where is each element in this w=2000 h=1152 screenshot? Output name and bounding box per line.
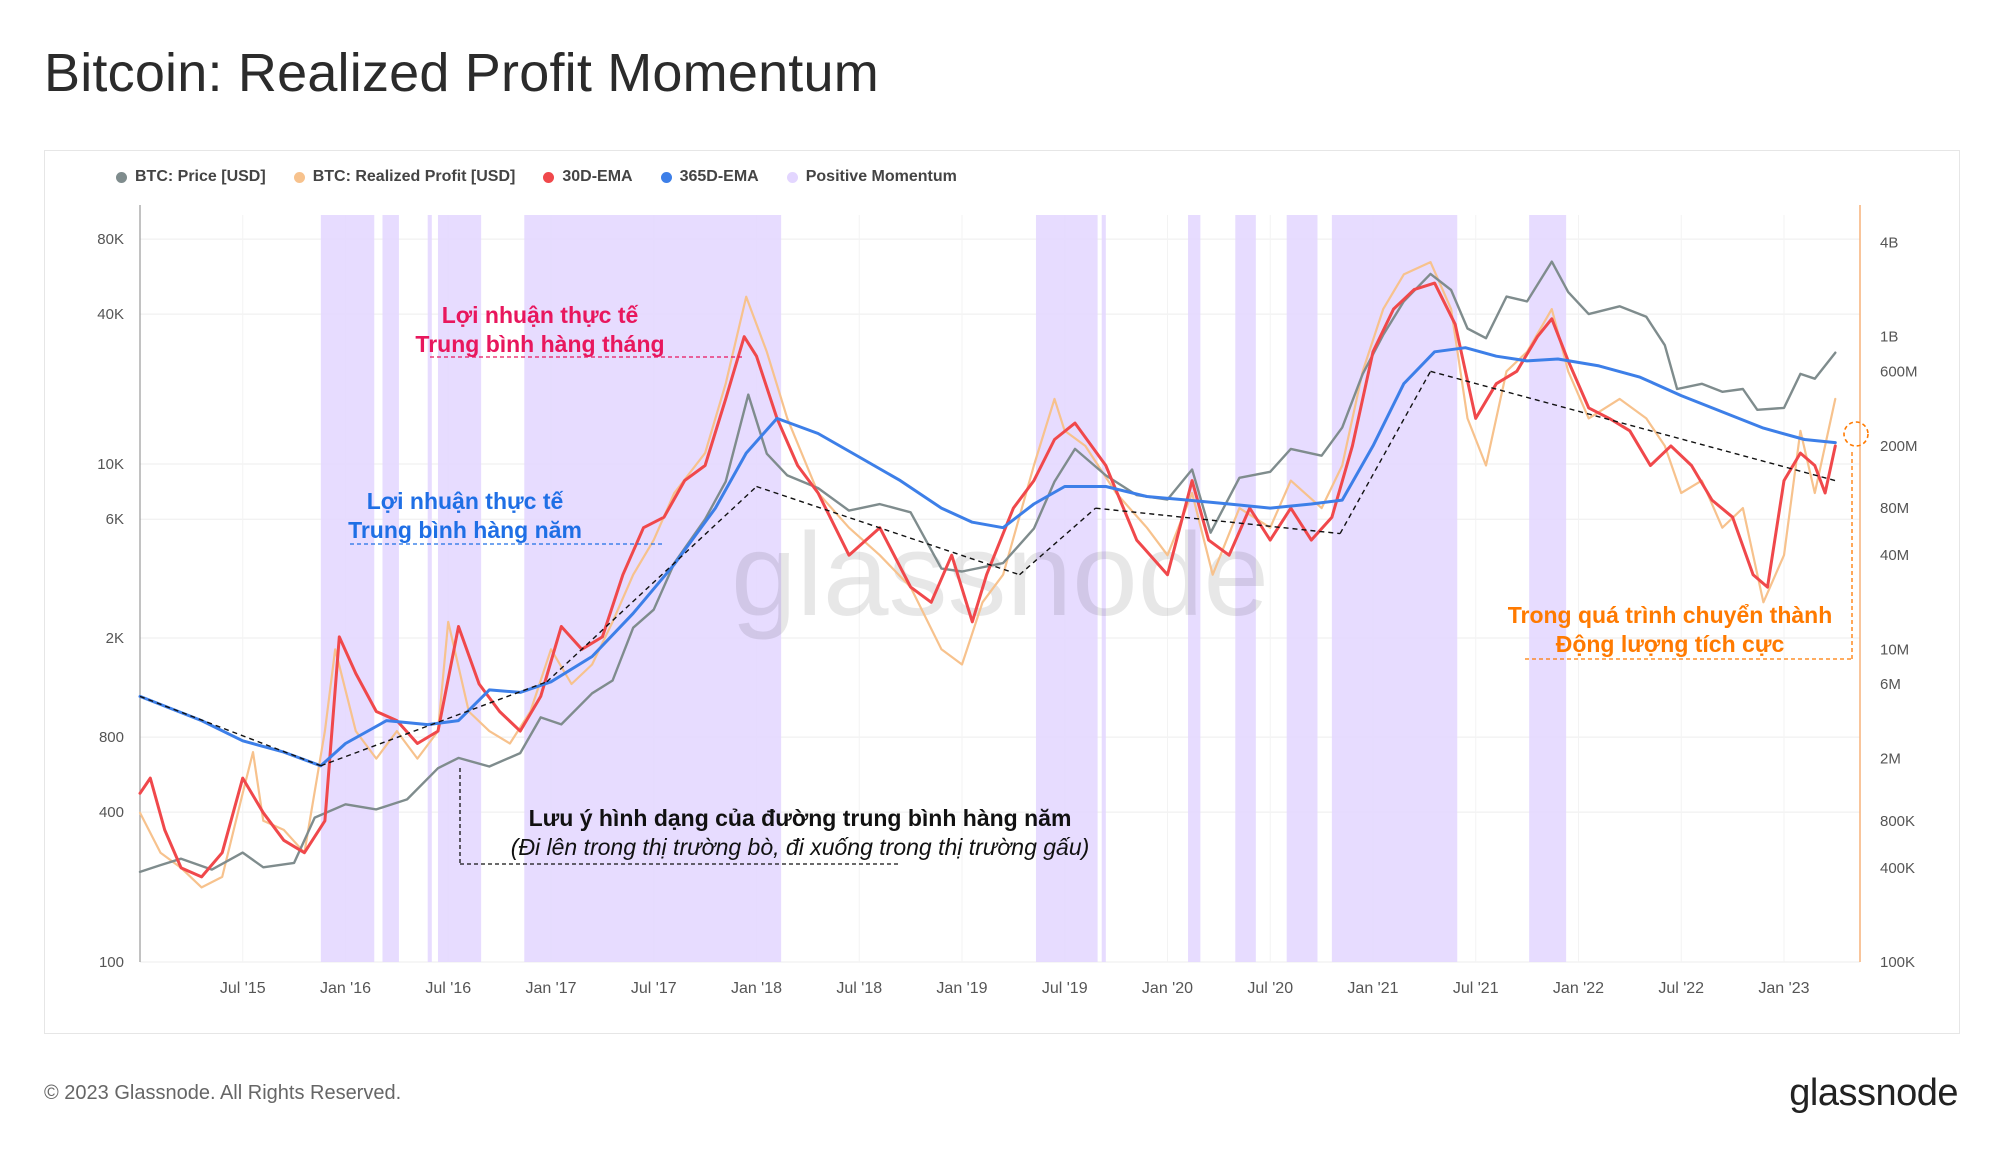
y-right-tick-label: 200M <box>1880 438 1918 455</box>
x-tick-label: Jul '20 <box>1247 980 1293 997</box>
y-left-tick-label: 80K <box>97 231 124 248</box>
momentum-band <box>1331 215 1458 962</box>
legend-item-ema30[interactable]: 30D-EMA <box>543 168 633 186</box>
annotation-monthly-average: Lợi nhuận thực tế Trung bình hàng tháng <box>390 301 690 359</box>
ema365-line <box>138 346 1837 768</box>
annotation-momentum-transition: Trong quá trình chuyển thành Động lượng … <box>1490 601 1850 659</box>
annotation-line: Trung bình hàng tháng <box>415 331 665 357</box>
y-right-tick-label: 1B <box>1880 329 1898 346</box>
legend-dot-ema365 <box>660 171 672 183</box>
legend-label: BTC: Price [USD] <box>135 168 266 185</box>
trend-dashed-line <box>139 695 322 767</box>
y-left-tick-label: 6K <box>106 511 124 528</box>
y-right-tick-label: 400K <box>1880 860 1915 877</box>
footer-copyright: © 2023 Glassnode. All Rights Reserved. <box>44 1082 402 1104</box>
momentum-band <box>1035 215 1098 962</box>
trend-dashed-line <box>1019 507 1097 576</box>
legend-label: BTC: Realized Profit [USD] <box>312 168 516 185</box>
y-right-tick-label: 100K <box>1880 954 1915 971</box>
y-right-tick-label: 6M <box>1880 676 1901 693</box>
x-tick-label: Jan '18 <box>731 980 782 997</box>
chart-legend: BTC: Price [USD] BTC: Realized Profit [U… <box>116 168 957 186</box>
x-tick-label: Jul '16 <box>425 980 471 997</box>
momentum-band <box>1101 215 1106 962</box>
annotation-line: Lưu ý hình dạng của đường trung bình hàn… <box>528 805 1072 831</box>
momentum-band <box>320 215 375 962</box>
x-tick-label: Jan '21 <box>1347 980 1398 997</box>
legend-dot-price <box>116 171 127 183</box>
trend-dashed-line <box>1095 507 1341 535</box>
x-tick-label: Jul '17 <box>631 980 677 997</box>
annotation-line: (Đi lên trong thị trường bò, đi xuống tr… <box>510 834 1090 860</box>
legend-item-ema365[interactable]: 365D-EMA <box>660 168 759 186</box>
y-left-tick-label: 10K <box>97 456 124 473</box>
annotation-line: Lợi nhuận thực tế <box>366 488 564 514</box>
chart-watermark: glassnode <box>731 509 1269 641</box>
momentum-band <box>382 215 399 962</box>
x-tick-label: Jul '15 <box>220 980 266 997</box>
x-tick-label: Jan '20 <box>1142 980 1193 997</box>
x-tick-label: Jan '22 <box>1553 980 1604 997</box>
momentum-band <box>1188 215 1201 962</box>
page-title: Bitcoin: Realized Profit Momentum <box>44 43 879 103</box>
momentum-band <box>1529 215 1567 962</box>
annotation-line: Lợi nhuận thực tế <box>441 302 639 328</box>
y-left-tick-label: 400 <box>99 804 124 821</box>
x-tick-label: Jul '19 <box>1042 980 1088 997</box>
annotation-line: Trung bình hàng năm <box>348 517 582 543</box>
y-right-tick-label: 600M <box>1880 363 1918 380</box>
annotation-yearly-average: Lợi nhuận thực tế Trung bình hàng năm <box>330 487 600 545</box>
legend-dot-realized-profit <box>293 171 305 183</box>
momentum-band <box>1235 215 1256 962</box>
x-tick-label: Jan '17 <box>525 980 576 997</box>
annotation-highlight-circle <box>1843 421 1869 447</box>
legend-dot-momentum <box>786 171 798 183</box>
trend-dashed-line <box>1339 370 1432 534</box>
legend-item-price[interactable]: BTC: Price [USD] <box>116 168 266 186</box>
y-left-tick-label: 100 <box>99 954 124 971</box>
y-right-tick-label: 800K <box>1880 813 1915 830</box>
trend-dashed-line <box>1430 370 1836 482</box>
footer-brand-logo[interactable]: glassnode <box>1789 1072 1958 1114</box>
y-right-tick-label: 4B <box>1880 235 1898 252</box>
momentum-band <box>427 215 432 962</box>
y-left-tick-label: 2K <box>106 630 124 647</box>
legend-label: 30D-EMA <box>562 168 633 185</box>
x-tick-label: Jan '16 <box>320 980 371 997</box>
x-tick-label: Jan '23 <box>1758 980 1809 997</box>
annotation-yearly-shape: Lưu ý hình dạng của đường trung bình hàn… <box>440 804 1160 862</box>
momentum-band <box>1286 215 1318 962</box>
momentum-band <box>437 215 482 962</box>
trend-dashed-line <box>546 486 757 683</box>
y-left-tick-label: 40K <box>97 306 124 323</box>
x-tick-label: Jan '19 <box>936 980 987 997</box>
annotation-line: Trong quá trình chuyển thành <box>1507 602 1833 628</box>
trend-dashed-line <box>320 681 548 767</box>
legend-label: Positive Momentum <box>805 168 957 185</box>
legend-item-realized-profit[interactable]: BTC: Realized Profit [USD] <box>293 168 516 186</box>
y-right-tick-label: 2M <box>1880 751 1901 768</box>
legend-label: 365D-EMA <box>679 168 759 185</box>
x-tick-label: Jul '21 <box>1453 980 1499 997</box>
x-tick-label: Jul '22 <box>1658 980 1704 997</box>
trend-dashed-line <box>756 485 1020 576</box>
y-right-tick-label: 80M <box>1880 500 1909 517</box>
x-tick-label: Jul '18 <box>836 980 882 997</box>
annotation-line: Động lượng tích cực <box>1555 631 1785 657</box>
legend-dot-ema30 <box>543 171 555 183</box>
price-line <box>138 260 1837 874</box>
y-right-tick-label: 10M <box>1880 641 1909 658</box>
legend-item-momentum[interactable]: Positive Momentum <box>786 168 957 186</box>
y-left-tick-label: 800 <box>99 729 124 746</box>
y-right-tick-label: 40M <box>1880 547 1909 564</box>
